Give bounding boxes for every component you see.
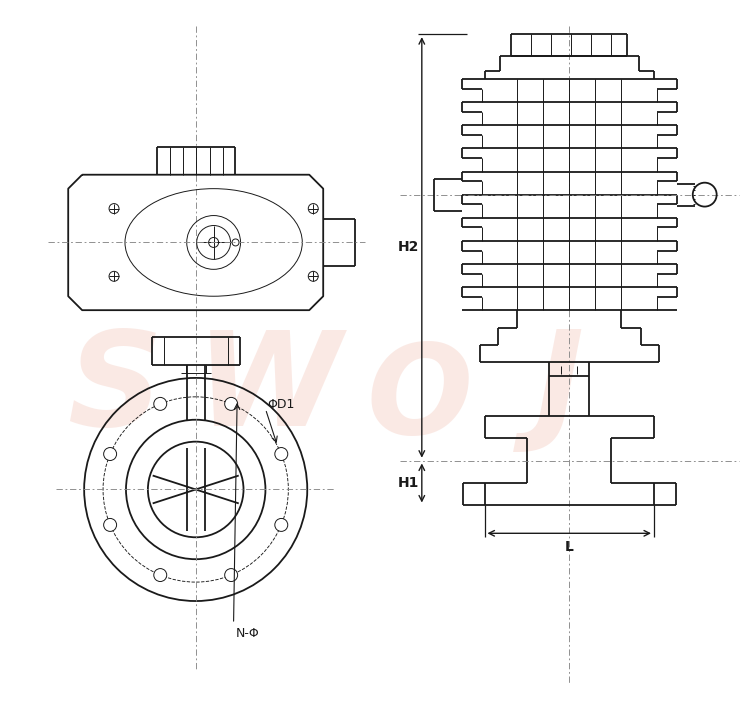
- Text: W: W: [196, 326, 341, 453]
- Text: S: S: [68, 326, 164, 453]
- Text: J: J: [535, 326, 584, 453]
- Circle shape: [104, 518, 116, 531]
- Text: O: O: [367, 340, 473, 460]
- Text: ΦD1: ΦD1: [268, 398, 295, 411]
- Text: N-Φ: N-Φ: [236, 627, 260, 640]
- Text: H1: H1: [398, 476, 419, 490]
- Circle shape: [225, 398, 238, 411]
- Text: L: L: [565, 540, 574, 554]
- Text: H2: H2: [398, 240, 419, 255]
- Circle shape: [104, 447, 116, 460]
- Circle shape: [154, 398, 166, 411]
- Circle shape: [225, 569, 238, 581]
- Circle shape: [274, 518, 288, 531]
- Circle shape: [154, 569, 166, 581]
- Circle shape: [274, 447, 288, 460]
